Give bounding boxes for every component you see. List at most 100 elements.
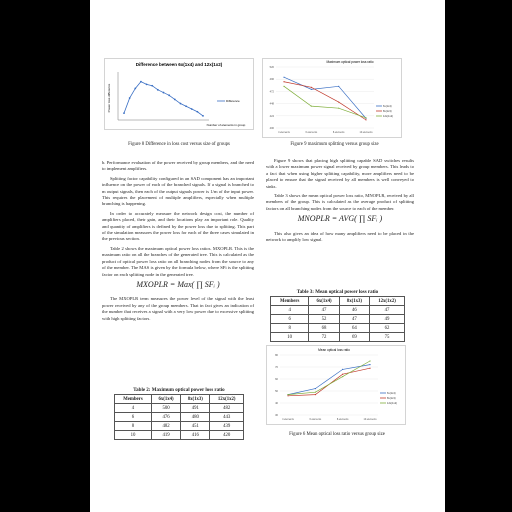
table-cell: 4: [269, 305, 310, 315]
data-point: [196, 110, 199, 113]
figure-10-caption: Figure 6 Mean optical loss ratio versus …: [289, 432, 385, 437]
table-cell: 46: [338, 305, 371, 315]
right-column: Figure 9 shows that placing high splitti…: [266, 158, 414, 246]
table-header-cell: 6x(1x4): [308, 296, 340, 306]
data-point: [287, 394, 289, 396]
data-point: [287, 395, 289, 397]
y-tick-label: 70: [275, 365, 278, 369]
table-cell: 47: [308, 305, 340, 315]
series-line: [283, 86, 367, 119]
table-cell: 8: [269, 323, 310, 333]
table-cell: 451: [180, 421, 211, 431]
data-point: [310, 88, 312, 90]
paragraph: The MXOPLR term measures the power level…: [102, 296, 254, 321]
chart-title: Maximum optical power loss ratio: [326, 60, 373, 64]
table-2-title: Table 2: Maximum optical power loss rati…: [133, 388, 225, 393]
legend-label: 6x(1x4): [383, 104, 392, 108]
paragraph: Table 3 shows the mean optical power los…: [266, 193, 414, 211]
data-point: [338, 107, 340, 109]
series-line: [287, 364, 371, 395]
data-point: [128, 97, 131, 99]
table-cell: 8: [114, 421, 152, 431]
data-point: [314, 394, 316, 396]
table-cell: 500: [150, 403, 182, 413]
table-cell: 476: [150, 412, 182, 422]
series-line: [283, 81, 367, 121]
legend-label: 12x(1x2): [387, 401, 397, 405]
y-tick-label: 60: [275, 377, 278, 381]
y-tick-label: 496: [270, 77, 275, 81]
figure-8-caption: Figure 8 Difference in loss cost versus …: [128, 142, 230, 147]
table-cell: 47: [338, 314, 371, 324]
x-axis-label: Number of elements in group: [207, 123, 246, 127]
data-point: [369, 360, 371, 362]
table-row: 10 419 416 420: [114, 430, 244, 440]
table-cell: 420: [209, 430, 244, 440]
table-row: 8 482 451 439: [114, 421, 244, 431]
data-point: [342, 376, 344, 378]
table-cell: 72: [308, 332, 340, 342]
table-row: 8 68 64 62: [269, 323, 405, 333]
data-point: [314, 388, 316, 390]
left-column: b. Performance evaluation of the power r…: [102, 160, 254, 325]
table-cell: 6: [114, 412, 152, 422]
table-cell: 6: [269, 314, 310, 324]
data-point: [162, 91, 165, 94]
table-header-cell: 6x(1x4): [150, 394, 182, 404]
table-row: 6 52 47 49: [269, 314, 405, 324]
figure-8-chart: Difference between 6x(1x4) and 12x(1x2) …: [104, 58, 254, 130]
y-tick-label: 40: [275, 401, 278, 405]
table-cell: 439: [209, 421, 244, 431]
series-line: [287, 360, 371, 395]
data-point: [145, 83, 148, 86]
paragraph: Figure 9 shows that placing high splitti…: [266, 158, 414, 189]
data-point: [369, 367, 371, 369]
x-tick-label: 4 elements: [282, 418, 294, 421]
paragraph: Table 2 shows the maximum optical power …: [102, 245, 254, 277]
y-tick-label: 520: [270, 65, 275, 69]
x-tick-label: 10 elements: [359, 131, 373, 134]
y-tick-label: 50: [275, 389, 278, 393]
table-cell: 52: [308, 314, 340, 324]
data-point: [179, 102, 182, 105]
y-tick-label: 400: [270, 126, 275, 130]
y-tick-label: 424: [270, 114, 275, 118]
table-cell: 480: [180, 412, 211, 422]
data-point: [168, 94, 171, 97]
figure-10-chart: Mean optical loss ratio 30 40 50 60 70 80 4 el…: [266, 345, 406, 425]
paragraph: This also gives an idea of how many ampl…: [266, 230, 414, 243]
table-2: Table 2: Maximum optical power loss rati…: [114, 388, 244, 440]
legend-label: 8x(1x3): [383, 109, 392, 113]
x-tick-label: 6 elements: [305, 131, 317, 134]
equation-mxoplr: MXOPLR = Max( ∏ SFᵢ ): [136, 279, 220, 289]
table-cell: 49: [369, 314, 405, 324]
table-header-cell: Members: [269, 296, 310, 306]
y-tick-label: 80: [275, 353, 278, 357]
table-cell: 47: [369, 305, 405, 315]
x-tick-label: 4 elements: [278, 131, 290, 134]
table-cell: 64: [338, 323, 371, 333]
data-point: [156, 88, 159, 91]
chart-title: Mean optical loss ratio: [318, 348, 350, 352]
data-point: [123, 112, 125, 115]
data-point: [190, 108, 193, 110]
table-cell: 62: [369, 323, 405, 333]
data-point: [342, 373, 344, 375]
data-point: [338, 101, 340, 103]
data-point: [283, 85, 285, 87]
chart-title: Difference between 6x(1x4) and 12x(1x2): [136, 62, 223, 67]
y-tick-label: 448: [270, 102, 275, 106]
table-row: 4 500 491 482: [114, 403, 244, 413]
legend-label: 12x(1x2): [383, 114, 393, 118]
table-cell: 416: [180, 430, 211, 440]
y-axis-label: Power loss difference: [107, 83, 111, 112]
table-cell: 4: [114, 403, 152, 413]
table-header-cell: 12x(1x2): [209, 394, 244, 404]
table-cell: 68: [308, 323, 340, 333]
data-point: [185, 105, 187, 108]
table-cell: 75: [369, 332, 405, 342]
data-point: [283, 76, 285, 78]
table-cell: 482: [209, 403, 244, 413]
y-tick-label: 472: [270, 89, 275, 93]
table-cell: 10: [269, 332, 310, 342]
